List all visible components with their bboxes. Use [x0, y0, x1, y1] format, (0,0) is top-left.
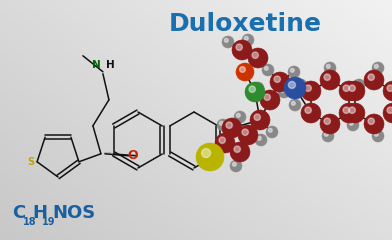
Text: H: H [106, 60, 115, 70]
Circle shape [343, 85, 349, 91]
Circle shape [387, 85, 392, 91]
Circle shape [236, 44, 242, 50]
Circle shape [364, 70, 384, 90]
Circle shape [250, 110, 270, 130]
Circle shape [324, 118, 330, 124]
Circle shape [252, 82, 264, 94]
Text: S: S [27, 157, 34, 167]
Circle shape [238, 125, 258, 145]
Circle shape [254, 114, 260, 120]
Circle shape [372, 62, 384, 74]
Circle shape [345, 81, 365, 101]
Circle shape [258, 136, 261, 140]
Circle shape [349, 85, 355, 91]
Text: Duloxetine: Duloxetine [169, 12, 321, 36]
Circle shape [343, 107, 349, 113]
Circle shape [353, 79, 365, 91]
Circle shape [325, 132, 328, 136]
Circle shape [264, 66, 268, 70]
Circle shape [242, 129, 249, 135]
Circle shape [280, 88, 284, 92]
Circle shape [224, 38, 228, 42]
Circle shape [215, 133, 235, 153]
Circle shape [201, 149, 211, 158]
Circle shape [196, 143, 224, 171]
Circle shape [324, 74, 330, 80]
Circle shape [349, 107, 355, 113]
Circle shape [232, 162, 236, 166]
Circle shape [222, 118, 242, 138]
Circle shape [305, 85, 311, 91]
Circle shape [217, 119, 229, 131]
Circle shape [278, 86, 290, 98]
Circle shape [383, 81, 392, 101]
Circle shape [236, 113, 240, 117]
Circle shape [266, 126, 278, 138]
Text: C: C [12, 204, 25, 222]
Circle shape [226, 122, 232, 128]
Text: N: N [92, 60, 101, 70]
Circle shape [298, 81, 301, 85]
Circle shape [244, 36, 248, 40]
Circle shape [219, 137, 225, 144]
Circle shape [345, 103, 365, 123]
Circle shape [230, 142, 250, 162]
Circle shape [349, 121, 353, 125]
Circle shape [284, 77, 306, 99]
Circle shape [264, 94, 270, 100]
Text: NOS: NOS [52, 204, 95, 222]
Circle shape [255, 134, 267, 146]
Circle shape [230, 160, 242, 172]
Circle shape [364, 114, 384, 134]
Circle shape [234, 111, 246, 123]
Circle shape [220, 121, 223, 125]
Circle shape [372, 130, 384, 142]
Circle shape [320, 70, 340, 90]
Circle shape [301, 81, 321, 101]
Circle shape [374, 64, 378, 68]
Circle shape [301, 103, 321, 123]
Circle shape [222, 36, 234, 48]
Text: 19: 19 [42, 217, 56, 227]
Circle shape [242, 34, 254, 46]
Circle shape [289, 81, 296, 89]
Circle shape [262, 64, 274, 76]
Circle shape [232, 40, 252, 60]
Circle shape [347, 119, 359, 131]
Circle shape [290, 68, 294, 72]
Text: 18: 18 [23, 217, 36, 227]
Circle shape [327, 64, 330, 68]
Circle shape [234, 146, 240, 152]
Circle shape [374, 132, 378, 136]
Circle shape [236, 63, 254, 81]
Circle shape [240, 66, 245, 72]
Circle shape [288, 66, 300, 78]
Text: O: O [128, 149, 138, 162]
Circle shape [295, 79, 307, 91]
Circle shape [320, 114, 340, 134]
Circle shape [387, 107, 392, 113]
Text: ····: ···· [103, 150, 111, 155]
Circle shape [245, 82, 265, 102]
Text: H: H [32, 204, 47, 222]
Circle shape [289, 99, 301, 111]
Circle shape [252, 52, 258, 58]
Circle shape [305, 107, 311, 113]
Circle shape [254, 84, 258, 88]
Circle shape [260, 90, 280, 110]
Circle shape [339, 81, 359, 101]
Circle shape [324, 62, 336, 74]
Circle shape [322, 130, 334, 142]
Circle shape [270, 72, 290, 92]
Circle shape [368, 118, 374, 124]
Circle shape [356, 81, 359, 85]
Circle shape [248, 48, 268, 68]
Circle shape [269, 128, 272, 132]
Circle shape [339, 103, 359, 123]
Circle shape [249, 86, 256, 92]
Circle shape [274, 76, 280, 82]
Circle shape [291, 101, 295, 105]
Circle shape [368, 74, 374, 80]
Circle shape [383, 103, 392, 123]
